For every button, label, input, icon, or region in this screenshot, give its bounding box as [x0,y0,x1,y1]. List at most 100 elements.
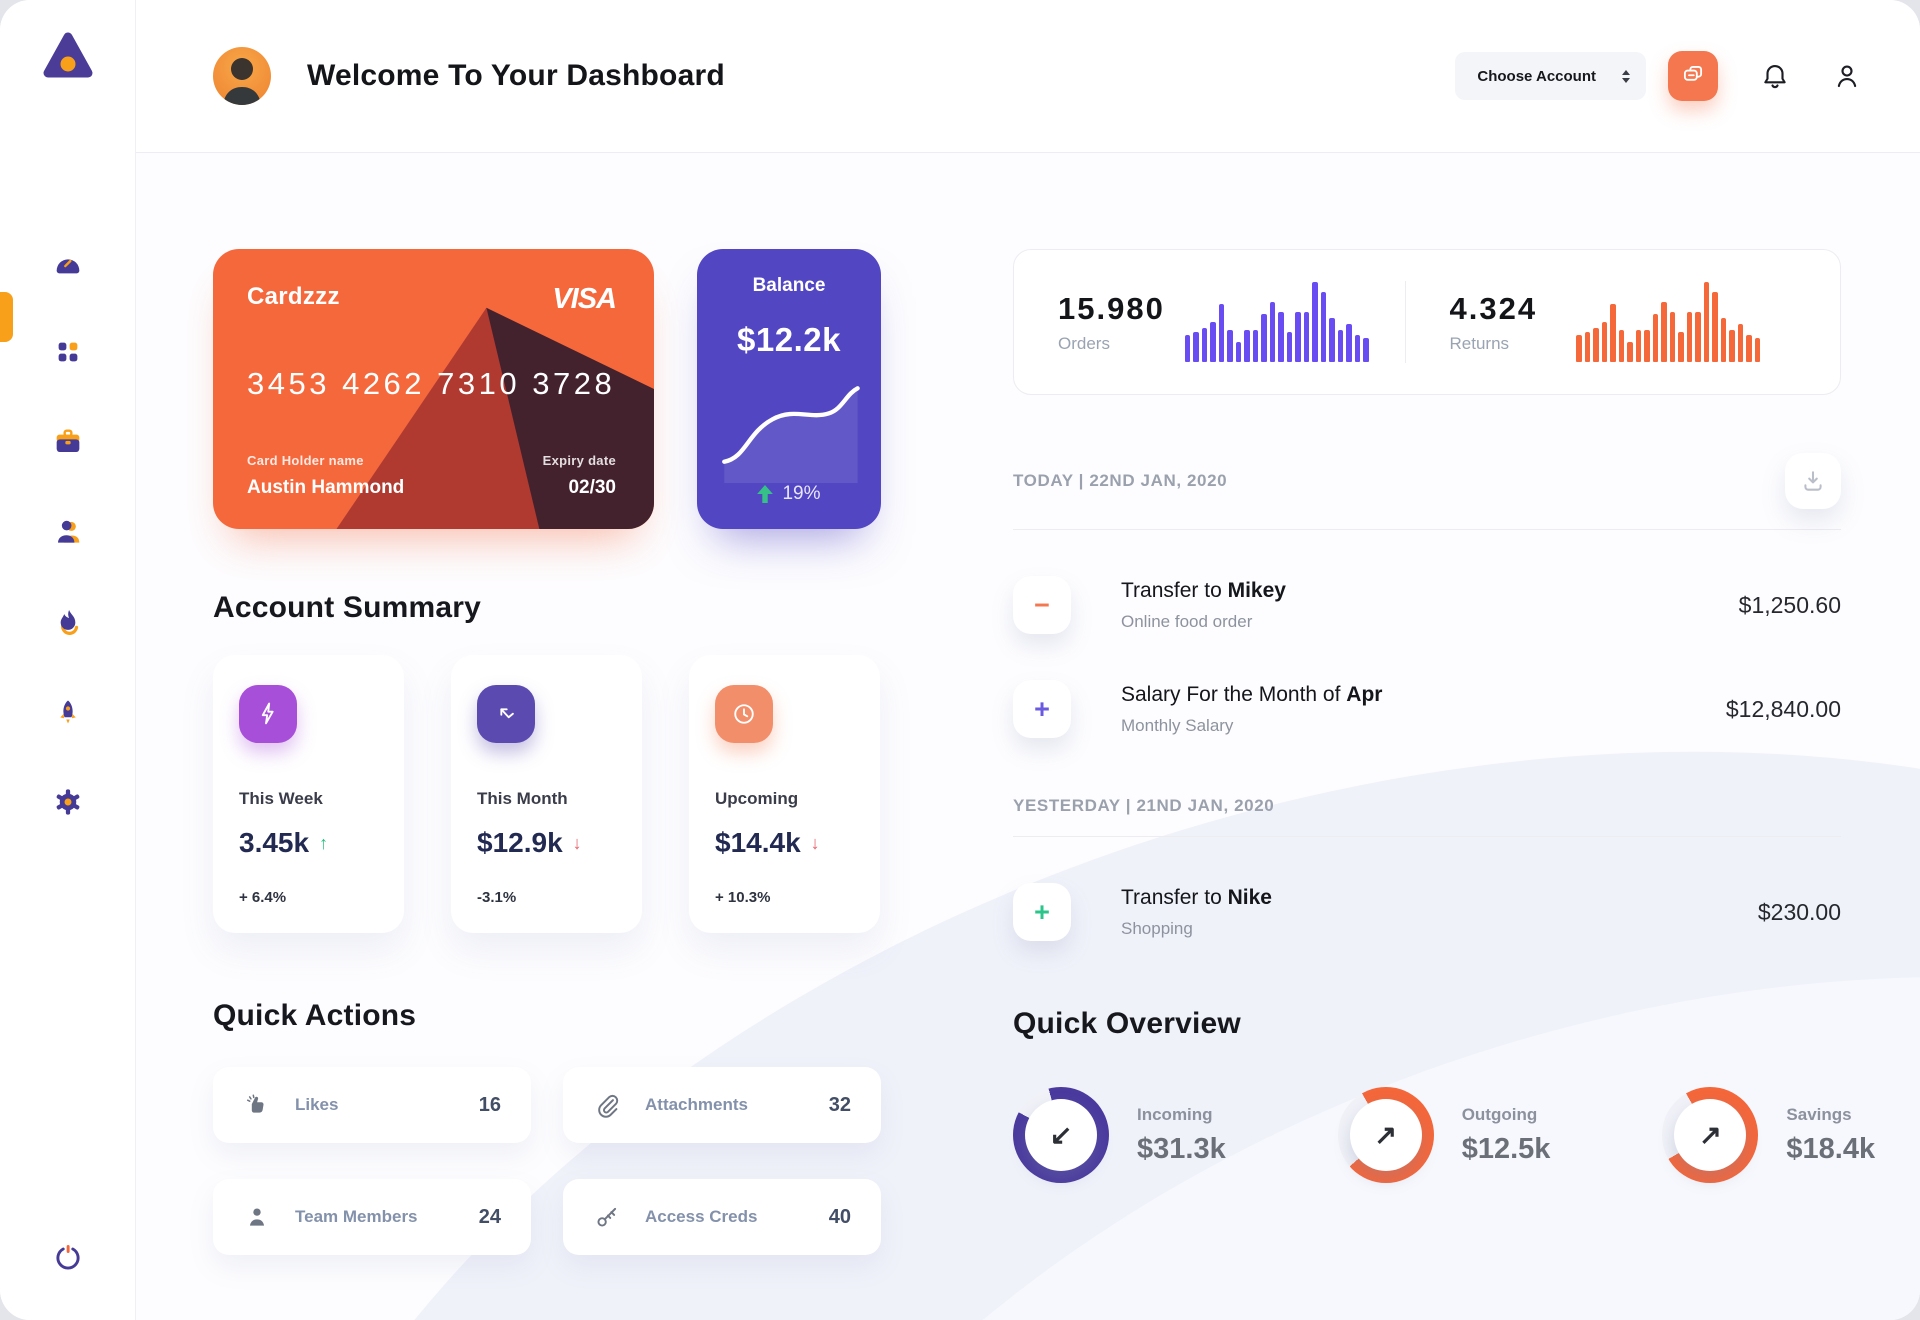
logo-dot [60,56,75,72]
chat-icon [1683,65,1703,81]
sidebar-item-portfolio[interactable] [51,425,85,459]
arrow-up-icon [757,485,774,503]
balance-line-chart [722,386,860,483]
transaction-row-mikey[interactable]: − Transfer to Mikey Online food order $1… [1013,576,1841,634]
sidebar-item-contacts[interactable] [51,515,85,549]
transaction-row-nike[interactable]: + Transfer to Nike Shopping $230.00 [1013,883,1841,941]
sidebar [0,0,136,1320]
orders-value: 15.980 [1058,290,1165,326]
action-attachments[interactable]: Attachments 32 [563,1067,881,1143]
stats-divider [1404,281,1406,363]
sidebar-item-apps[interactable] [51,335,85,369]
action-label: Access Creds [645,1207,758,1226]
download-button[interactable] [1785,453,1841,509]
page-title: Welcome To Your Dashboard [307,59,725,92]
notifications-button[interactable] [1760,61,1790,91]
returns-label: Returns [1449,333,1510,353]
divider [1013,529,1841,530]
users-icon [57,520,79,543]
plus-icon: + [1013,680,1071,738]
savings-ring: ↗ [1662,1087,1759,1183]
orders-label: Orders [1058,333,1110,353]
sidebar-item-settings[interactable] [51,785,85,819]
summary-value: 3.45k [239,827,310,858]
card-expiry-label: Expiry date [542,453,616,468]
action-likes[interactable]: Likes 16 [213,1067,531,1143]
overview-label: Savings [1786,1104,1852,1124]
paperclip-icon [593,1092,621,1118]
user-icon [1837,65,1857,88]
action-access-creds[interactable]: Access Creds 40 [563,1179,881,1255]
summary-label: Upcoming [715,789,799,808]
chat-button[interactable] [1668,51,1718,101]
transaction-amount: $230.00 [1757,898,1841,925]
arrow-down-left-icon: ↙ [1025,1099,1097,1171]
transaction-title: Transfer to Nike [1121,885,1272,909]
incoming-ring: ↙ [1013,1087,1109,1183]
action-count: 16 [478,1093,501,1116]
sidebar-item-launch[interactable] [51,695,85,729]
summary-label: This Week [239,789,323,808]
power-icon [55,1245,80,1270]
action-count: 40 [828,1205,851,1228]
card-holder-name: Austin Hammond [247,477,405,498]
account-selector[interactable]: Choose Account [1455,52,1646,100]
sidebar-nav [51,245,85,819]
logout-button[interactable] [51,1240,85,1274]
summary-change: + 6.4% [239,889,287,906]
minus-icon: − [1013,576,1071,634]
summary-card-upcoming[interactable]: Upcoming $14.4k ↓ + 10.3% [689,655,880,933]
quick-overview-row: ↙ Incoming $31.3k ↗ Outgoing $ [1013,1087,1875,1183]
overview-value: $12.5k [1461,1132,1551,1165]
quick-actions-title: Quick Actions [213,999,417,1032]
summary-label: This Month [477,789,568,808]
action-label: Attachments [645,1095,748,1114]
up-arrow-icon: ↑ [319,832,329,853]
briefcase-icon [56,429,79,452]
action-count: 32 [828,1093,851,1116]
summary-card-this-week[interactable]: This Week 3.45k ↑ + 6.4% [213,655,404,933]
account-summary-cards: This Week 3.45k ↑ + 6.4% [213,655,881,933]
download-icon [1804,471,1822,491]
app-logo[interactable] [39,30,97,91]
sidebar-item-dashboard[interactable] [51,245,85,279]
balance-card[interactable]: Balance $12.2k 19% [697,249,881,529]
lightning-icon [239,685,297,743]
arrow-up-right-icon: ↗ [1349,1099,1422,1171]
quick-overview-title: Quick Overview [1013,1007,1241,1040]
credit-card[interactable]: Cardzzz VISA 3453 4262 7310 3728 Card Ho… [213,249,654,529]
returns-stat: 4.324 Returns [1450,282,1797,362]
action-team-members[interactable]: Team Members 24 [213,1179,531,1255]
returns-sparkline [1576,282,1760,362]
outgoing-ring: ↗ [1337,1087,1434,1183]
balance-label: Balance [752,275,826,296]
top-header: Welcome To Your Dashboard Choose Account [136,0,1920,153]
down-arrow-icon: ↓ [810,832,820,853]
clock-icon [715,685,773,743]
account-selector-label: Choose Account [1477,67,1596,85]
transaction-title: Salary For the Month of Apr [1121,682,1383,706]
transaction-row-salary[interactable]: + Salary For the Month of Apr Monthly Sa… [1013,680,1841,738]
summary-card-this-month[interactable]: This Month $12.9k ↓ -3.1% [451,655,642,933]
rocket-icon [59,700,76,724]
sidebar-item-trending[interactable] [51,605,85,639]
overview-savings: ↗ Savings $18.4k [1662,1087,1875,1183]
account-summary-title: Account Summary [213,591,482,624]
arrow-up-right-icon: ↗ [1674,1099,1747,1171]
card-expiry: 02/30 [568,477,616,498]
overview-label: Incoming [1137,1104,1213,1124]
gear-icon [56,789,79,815]
action-label: Team Members [295,1207,418,1226]
overview-value: $31.3k [1137,1132,1226,1165]
overview-incoming: ↙ Incoming $31.3k [1013,1087,1226,1183]
profile-button[interactable] [1832,61,1862,91]
trend-arrow-icon [477,685,535,743]
member-icon [243,1204,271,1230]
card-name: Cardzzz [247,283,340,310]
avatar[interactable] [213,47,271,105]
orders-stat: 15.980 Orders [1058,282,1405,362]
transaction-subtitle: Shopping [1121,918,1193,938]
key-icon [593,1204,621,1230]
overview-label: Outgoing [1461,1104,1538,1124]
